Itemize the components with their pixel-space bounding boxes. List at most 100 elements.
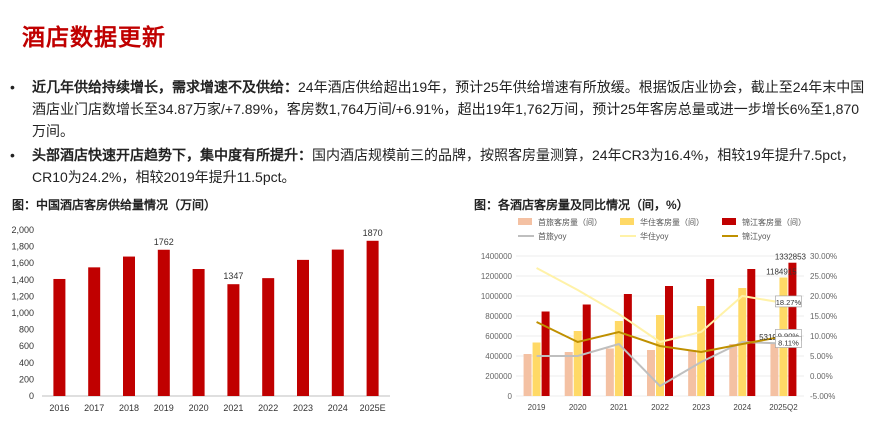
- data-label-2021: 1347: [223, 271, 243, 281]
- legend-entry: 首旅客房量（间）: [518, 217, 602, 227]
- yoy-label-box: [775, 295, 802, 308]
- y-tick-label: 800: [19, 325, 34, 335]
- y-tick-label: 1,000: [11, 308, 34, 318]
- x-tick-label: 2022: [258, 403, 278, 413]
- y-tick-label: 0: [29, 391, 34, 401]
- line-series-1: [536, 267, 784, 344]
- bar-data-label: 1184915: [766, 268, 797, 277]
- y-left-tick-label: 400000: [485, 352, 512, 361]
- bar-2022-1: [656, 315, 664, 396]
- y-tick-label: 600: [19, 341, 34, 351]
- bar-data-label: 531965: [759, 333, 786, 342]
- x-tick-label: 2024: [733, 403, 751, 412]
- bullet-concentration: • 头部酒店快速开店趋势下，集中度有所提升：国内酒店规模前三的品牌，按照客房量测…: [8, 144, 870, 188]
- yoy-data-label: 9.90%: [778, 331, 800, 340]
- bar-2017: [88, 267, 101, 396]
- x-tick-label: 2017: [84, 403, 104, 413]
- y-right-tick-label: 30.00%: [810, 252, 837, 261]
- x-tick-label: 2021: [610, 403, 628, 412]
- bar-2022-0: [647, 350, 655, 396]
- hotel-rooms-combo-chart: 首旅客房量（间） 华住客房量（间） 锦江客房量（间） 首旅yoy 华住yoy 锦江yoy 0…: [481, 217, 837, 412]
- legend-entry: 华住yoy: [620, 231, 668, 241]
- data-label-2025E: 1870: [363, 228, 383, 238]
- legend-label: 首旅客房量（间）: [538, 217, 602, 227]
- y-left-tick-label: 600000: [485, 332, 512, 341]
- x-tick-label: 2016: [49, 403, 69, 413]
- line-series-0: [536, 340, 784, 388]
- bar-2025E: [366, 240, 379, 396]
- y-left-tick-label: 1000000: [481, 292, 513, 301]
- yoy-label-box: [775, 336, 802, 348]
- y-tick-label: 1,200: [11, 291, 34, 301]
- data-label-2019: 1762: [154, 237, 174, 247]
- bar-2016: [53, 278, 66, 396]
- bar-2018: [123, 256, 135, 396]
- bullet-heading: 头部酒店快速开店趋势下，集中度有所提升：: [32, 147, 312, 163]
- legend-entry: 首旅yoy: [518, 231, 566, 241]
- y-tick-label: 200: [19, 374, 34, 384]
- bar-2025Q2-0: [770, 342, 779, 396]
- legend-swatch: [620, 218, 634, 225]
- y-left-tick-label: 800000: [485, 312, 512, 321]
- line-series-2: [536, 321, 784, 354]
- legend-entry: 锦江客房量（间）: [722, 217, 806, 227]
- legend-label: 锦江客房量（间）: [742, 217, 806, 227]
- y-left-tick-label: 1400000: [481, 252, 513, 261]
- legend-label: 锦江yoy: [742, 231, 770, 241]
- y-right-tick-label: 15.00%: [810, 312, 837, 321]
- y-right-tick-label: 10.00%: [810, 332, 837, 341]
- y-right-tick-label: 25.00%: [810, 272, 837, 281]
- yoy-data-label: 18.27%: [776, 298, 802, 307]
- bar-2024-0: [729, 344, 738, 396]
- bar-2024-2: [747, 269, 756, 396]
- y-right-tick-label: 5.00%: [810, 352, 833, 361]
- legend-label: 首旅yoy: [538, 231, 566, 241]
- y-right-tick-label: -5.00%: [810, 392, 835, 401]
- x-tick-label: 2021: [223, 403, 243, 413]
- y-right-tick-label: 20.00%: [810, 292, 837, 301]
- room-supply-bar-chart: 0 200 400 600 800 1,000 1,200 1,400 1,600 1,800 2,…: [11, 225, 390, 413]
- x-tick-label: 2022: [651, 403, 669, 412]
- legend-entry: 锦江yoy: [722, 231, 770, 241]
- legend-swatch: [722, 218, 736, 225]
- x-tick-label: 2025E: [360, 403, 386, 413]
- bar-2024: [331, 249, 344, 396]
- bar-2020-2: [582, 304, 591, 396]
- y-right-tick-label: 0.00%: [810, 372, 833, 381]
- x-tick-label: 2019: [528, 403, 546, 412]
- bullet-dot: •: [10, 147, 15, 163]
- legend-entry: 华住客房量（间）: [620, 217, 704, 227]
- y-tick-label: 1,800: [11, 242, 34, 252]
- bar-2021-2: [623, 294, 632, 396]
- figure-1-title: 图：中国酒店客房供给量情况（万间）: [12, 198, 217, 212]
- bar-2019-2: [541, 311, 550, 396]
- legend-label: 华住yoy: [640, 231, 668, 241]
- bar-2023-2: [706, 279, 715, 396]
- y-tick-label: 1,400: [11, 275, 34, 285]
- bar-2021-1: [614, 321, 623, 396]
- x-tick-label: 2025Q2: [769, 403, 798, 412]
- y-left-tick-label: 200000: [485, 372, 512, 381]
- bar-2020-1: [573, 331, 582, 396]
- x-tick-label: 2023: [692, 403, 710, 412]
- bullet-list: • 近几年供给持续增长，需求增速不及供给：24年酒店供给超出19年，预计25年供…: [8, 76, 870, 190]
- bullet-supply: • 近几年供给持续增长，需求增速不及供给：24年酒店供给超出19年，预计25年供…: [8, 76, 870, 142]
- bullet-heading: 近几年供给持续增长，需求增速不及供给：: [32, 79, 298, 95]
- x-tick-label: 2018: [119, 403, 139, 413]
- y-tick-label: 2,000: [11, 225, 34, 235]
- bullet-text: 24年酒店供给超出19年，预计25年供给增速有所放缓。根据饭店业协会，截止至24…: [32, 79, 865, 139]
- x-tick-label: 2024: [328, 403, 348, 413]
- legend-label: 华住客房量（间）: [640, 217, 704, 227]
- x-tick-label: 2020: [189, 403, 209, 413]
- y-left-tick-label: 1200000: [481, 272, 513, 281]
- bar-data-label: 1332853: [775, 253, 807, 262]
- yoy-data-label: 8.11%: [778, 339, 799, 348]
- bar-2019-0: [523, 354, 532, 396]
- legend-swatch: [518, 218, 532, 225]
- x-tick-label: 2019: [154, 403, 174, 413]
- y-left-tick-label: 0: [508, 392, 513, 401]
- x-tick-label: 2023: [293, 403, 313, 413]
- bar-2022: [262, 278, 275, 396]
- bar-2023-0: [688, 350, 697, 396]
- figure-2-title: 图：各酒店客房量及同比情况（间，%）: [474, 198, 689, 212]
